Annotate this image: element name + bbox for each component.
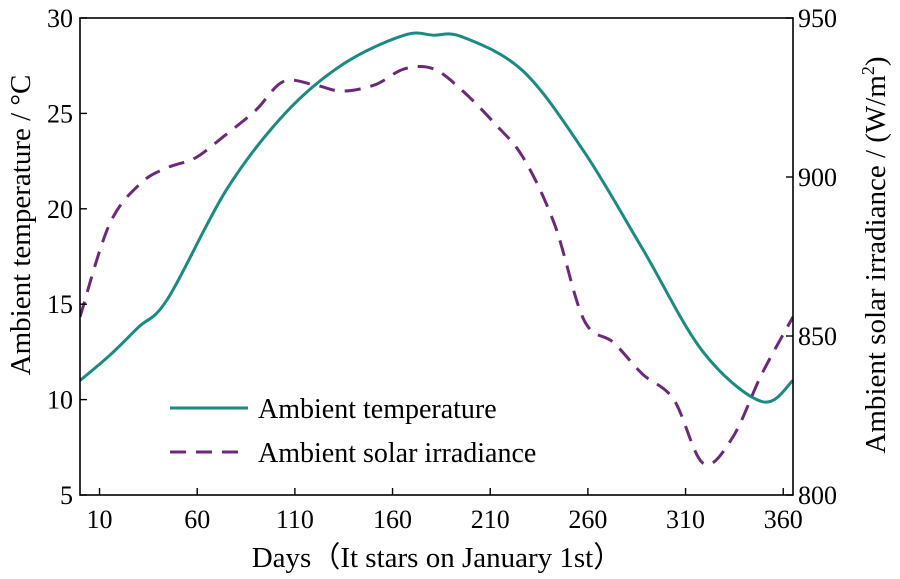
x-axis-label: Days（It stars on January 1st） xyxy=(252,542,623,574)
y-right-tick-label-3: 950 xyxy=(798,4,837,33)
y-right-axis-label-sup: 2 xyxy=(858,66,878,75)
x-tick-label-5: 260 xyxy=(568,505,607,534)
ticks-layer: 10 60 110 160 210 260 310 360 5 10 15 20 25 30 800 850 9… xyxy=(47,4,837,534)
y-left-tick-label-2: 15 xyxy=(47,290,73,319)
x-tick-label-3: 160 xyxy=(373,505,412,534)
y-right-tick-label-2: 900 xyxy=(798,163,837,192)
y-right-tick-label-0: 800 xyxy=(798,481,837,510)
x-tick-label-0: 10 xyxy=(87,505,113,534)
legend-label-temperature: Ambient temperature xyxy=(258,394,497,425)
y-left-tick-label-1: 10 xyxy=(47,386,73,415)
x-tick-label-7: 360 xyxy=(764,505,803,534)
x-tick-label-1: 60 xyxy=(184,505,210,534)
y-right-axis-label-end: ) xyxy=(860,56,892,66)
y-left-tick-label-4: 25 xyxy=(47,99,73,128)
x-tick-label-6: 310 xyxy=(666,505,705,534)
x-tick-label-4: 210 xyxy=(471,505,510,534)
plot-frame xyxy=(79,17,794,496)
series-layer xyxy=(80,31,793,467)
series-line-irradiance xyxy=(80,65,793,467)
legend: Ambient temperature Ambient solar irradi… xyxy=(170,394,536,469)
y-left-tick-label-0: 5 xyxy=(60,481,73,510)
y-right-tick-label-1: 850 xyxy=(798,322,837,351)
y-left-tick-label-3: 20 xyxy=(47,195,73,224)
legend-label-irradiance: Ambient solar irradiance xyxy=(258,438,536,469)
y-right-axis-label-main: Ambient solar irradiance / (W/m xyxy=(860,75,892,454)
x-tick-label-2: 110 xyxy=(276,505,314,534)
series-line-temperature xyxy=(80,31,793,404)
y-left-axis-label: Ambient temperature / °C xyxy=(5,75,37,376)
y-right-axis-label: Ambient solar irradiance / (W/m2) xyxy=(858,56,892,453)
y-left-tick-label-5: 30 xyxy=(47,4,73,33)
